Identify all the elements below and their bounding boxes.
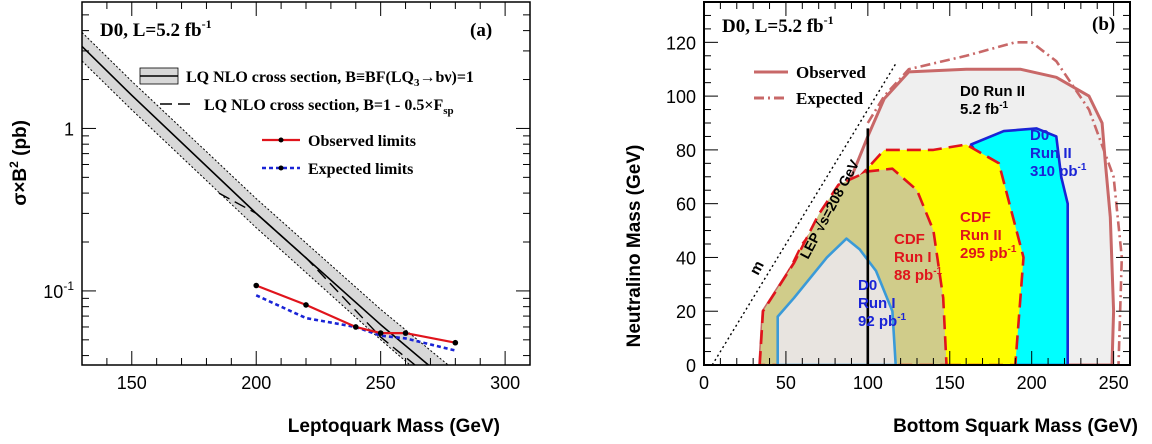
panel-a-label: (a): [470, 20, 492, 41]
x-tick-label: 200: [1017, 373, 1047, 393]
observed-limit-point: [352, 324, 359, 330]
y-tick-label: 120: [666, 33, 696, 53]
y-tick-label: 80: [676, 141, 696, 161]
region-label: Run I: [858, 295, 896, 312]
region-label: 5.2 fb-1: [960, 100, 1009, 118]
region-label: CDF: [960, 209, 991, 226]
y-tick-label: 10-1: [43, 279, 74, 302]
legend-entry-label: LQ NLO cross section, B=1 - 0.5×Fsp: [204, 97, 454, 117]
observed-limit-point: [253, 282, 260, 289]
panel-b-x-axis-label: Bottom Squark Mass (GeV): [893, 416, 1138, 437]
x-tick-label: 150: [935, 373, 965, 393]
legend-entry-label: LQ NLO cross section, B≡BF(LQ3→bν)=1: [186, 69, 474, 89]
region-label: 295 pb-1: [960, 244, 1017, 262]
x-tick-label: 150: [117, 373, 147, 393]
x-tick-label: 250: [1099, 373, 1129, 393]
panel-a-experiment-label: D0, L=5.2 fb-1: [100, 17, 212, 41]
panel-a-x-axis-label: Leptoquark Mass (GeV): [288, 416, 500, 437]
region-label: CDF: [894, 231, 925, 248]
region-label: D0: [858, 277, 877, 294]
legend-observed-label: Observed: [796, 63, 866, 82]
panel-b: 0 50 100 150 200 250 0 20 40 60 80 100 120 D0, L=5.2…: [624, 1, 1138, 437]
legend-entry-label: Observed limits: [308, 133, 416, 150]
region-label: 88 pb-1: [894, 266, 943, 284]
observed-limits-line: [255, 284, 456, 344]
observed-limit-point: [303, 302, 309, 308]
x-tick-label: 50: [776, 373, 796, 393]
region-label: Run I: [894, 249, 932, 266]
kinematic-limit-label: m: [747, 258, 768, 278]
y-tick-label: 20: [676, 302, 696, 322]
legend-observed-marker: [278, 137, 284, 143]
y-tick-label: 40: [676, 248, 696, 268]
panel-b-y-axis-label: Neutralino Mass (GeV): [624, 145, 645, 348]
theory-lower-edge: [82, 60, 411, 365]
y-tick-label: 1: [64, 119, 74, 139]
exclusion-region: [776, 237, 898, 365]
region-label: Run II: [960, 227, 1002, 244]
region-label: D0 Run II: [960, 83, 1025, 100]
y-tick-label: 100: [666, 87, 696, 107]
panel-a-legend: LQ NLO cross section, B≡BF(LQ3→bν)=1 LQ N…: [139, 67, 474, 178]
x-tick-label: 200: [241, 373, 271, 393]
legend-expected-marker: [278, 165, 284, 171]
observed-limit-point: [402, 330, 409, 336]
region-label: Run II: [1030, 145, 1072, 162]
x-tick-label: 250: [366, 373, 396, 393]
theory-upper-edge: [82, 32, 449, 365]
x-tick-label: 100: [853, 373, 883, 393]
panel-b-label: (b): [1092, 14, 1115, 35]
expected-limits-line: [255, 294, 456, 352]
y-tick-label: 0: [686, 356, 696, 376]
panel-a-y-axis-label: σ×B2 (pb): [7, 120, 31, 206]
x-tick-label: 300: [490, 373, 520, 393]
legend-expected-label: Expected: [796, 89, 864, 108]
panel-b-legend: Observed Expected: [754, 63, 866, 108]
theory-sp-line: [218, 192, 417, 365]
region-label: 92 pb-1: [858, 312, 907, 330]
y-tick-label: 60: [676, 195, 696, 215]
region-label: 310 pb-1: [1030, 162, 1087, 180]
x-tick-label: 0: [699, 373, 709, 393]
panel-a-frame: [81, 1, 531, 366]
region-label: D0: [1030, 127, 1049, 144]
observed-limit-point: [377, 330, 384, 336]
panel-b-experiment-label: D0, L=5.2 fb-1: [722, 13, 834, 37]
legend-entry-label: Expected limits: [308, 161, 413, 178]
panel-a: 150 200 250 300 1 10-1 D0, L=5.2 fb-1 (a) LQ …: [7, 1, 531, 437]
observed-limit-point: [452, 339, 459, 346]
